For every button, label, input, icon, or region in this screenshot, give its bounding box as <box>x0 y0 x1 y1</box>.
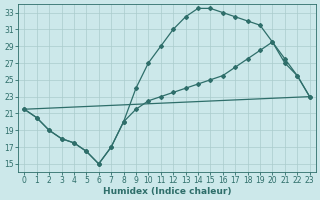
X-axis label: Humidex (Indice chaleur): Humidex (Indice chaleur) <box>103 187 231 196</box>
